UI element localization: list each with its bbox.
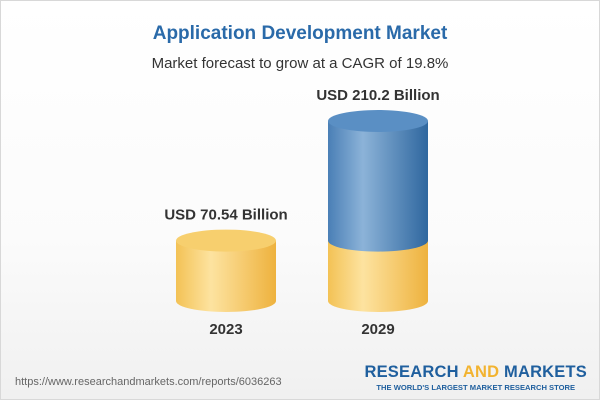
category-label: 2029: [361, 321, 394, 338]
chart-title: Application Development Market: [152, 23, 448, 44]
data-label: USD 210.2 Billion: [316, 87, 439, 104]
chart-subtitle: Market forecast to grow at a CAGR of 19.…: [151, 55, 449, 72]
data-label: USD 70.54 Billion: [164, 207, 287, 224]
cylinder-growth-2029-top: [328, 110, 428, 132]
report-url[interactable]: https://www.researchandmarkets.com/repor…: [15, 376, 282, 388]
research-and-markets-logo: RESEARCH AND MARKETS THE WORLD'S LARGEST…: [364, 363, 587, 392]
category-label: 2023: [209, 321, 242, 338]
cylinder-2023-top: [176, 229, 276, 252]
cylinder-2023-body: [176, 240, 276, 312]
cylinder-base-2029-body: [328, 240, 428, 312]
cylinder-growth-2029-body: [328, 121, 428, 252]
